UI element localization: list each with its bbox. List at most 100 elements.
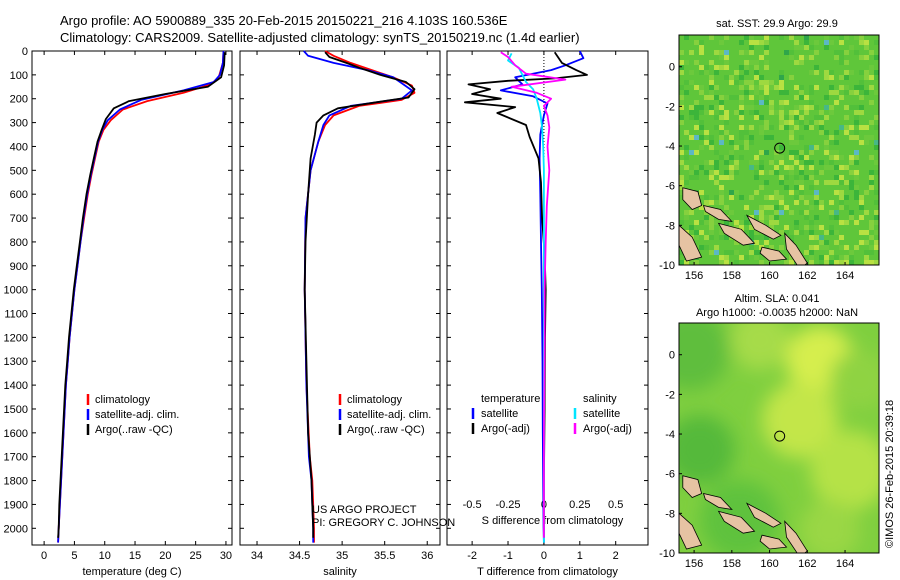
sst-map-cell bbox=[869, 65, 874, 70]
temperature-x-tick-label: 0 bbox=[41, 550, 47, 562]
sst-map-cell bbox=[714, 95, 719, 100]
sst-map-cell bbox=[684, 90, 689, 95]
sst-map-cell bbox=[829, 40, 834, 45]
sst-map-cell bbox=[709, 175, 714, 180]
sst-map-cell bbox=[774, 170, 779, 175]
sst-map-cell bbox=[824, 180, 829, 185]
sst-map-cell bbox=[874, 220, 879, 225]
sst-map-cell bbox=[714, 165, 719, 170]
sst-map-cell bbox=[734, 250, 739, 255]
sst-map-cell bbox=[759, 115, 764, 120]
salinity-legend-label: climatology bbox=[347, 394, 403, 406]
sst-map-cell bbox=[739, 130, 744, 135]
sst-map-cell bbox=[839, 235, 844, 240]
sst-map-cell bbox=[724, 235, 729, 240]
salinity-x-tick-label: 36 bbox=[421, 550, 433, 562]
sst-map-cell bbox=[694, 220, 699, 225]
sst-map-cell bbox=[844, 180, 849, 185]
sst-map-cell bbox=[794, 110, 799, 115]
sst-map-lon-label: 160 bbox=[760, 270, 778, 282]
sst-map-cell bbox=[724, 250, 729, 255]
sst-map-cell bbox=[854, 110, 859, 115]
sst-map-cell bbox=[714, 85, 719, 90]
sst-map-cell bbox=[689, 150, 694, 155]
sst-map-cell bbox=[779, 230, 784, 235]
sst-map-cell bbox=[809, 55, 814, 60]
sst-map-cell bbox=[709, 145, 714, 150]
sst-map-cell bbox=[774, 155, 779, 160]
sst-map-cell bbox=[719, 115, 724, 120]
sst-map-cell bbox=[694, 105, 699, 110]
sst-map-cell bbox=[679, 95, 684, 100]
difference-series-3 bbox=[500, 51, 567, 538]
sst-map-cell bbox=[749, 40, 754, 45]
sst-map-cell bbox=[719, 230, 724, 235]
sst-map-cell bbox=[744, 230, 749, 235]
sst-map-cell bbox=[764, 40, 769, 45]
sst-map-cell bbox=[829, 260, 834, 265]
sst-map-cell bbox=[779, 175, 784, 180]
sst-map-cell bbox=[849, 125, 854, 130]
sst-map-cell bbox=[754, 235, 759, 240]
depth-tick-label: 0 bbox=[22, 46, 28, 58]
sst-map-cell bbox=[844, 90, 849, 95]
sst-map-cell bbox=[809, 105, 814, 110]
sst-map-cell bbox=[824, 115, 829, 120]
sst-map-cell bbox=[744, 140, 749, 145]
sst-map-cell bbox=[864, 210, 869, 215]
sst-map-cell bbox=[804, 95, 809, 100]
sst-map-cell bbox=[729, 135, 734, 140]
sla-map-land bbox=[682, 475, 703, 498]
sla-map-blob bbox=[800, 500, 860, 553]
sst-map-cell bbox=[784, 50, 789, 55]
sst-map-cell bbox=[794, 195, 799, 200]
sla-map-blob bbox=[730, 323, 790, 370]
sst-map-cell bbox=[859, 80, 864, 85]
sst-map-cell bbox=[704, 195, 709, 200]
sst-map-cell bbox=[719, 140, 724, 145]
sst-map-cell bbox=[689, 105, 694, 110]
sla-map-panel: 156 158 160 162 164 0 -2 -4 -6 -8 -10 bbox=[659, 322, 880, 570]
sst-map-cell bbox=[689, 110, 694, 115]
sst-map-cell bbox=[754, 65, 759, 70]
sst-map-cell bbox=[819, 255, 824, 260]
sst-map-cell bbox=[694, 60, 699, 65]
sst-map-cell bbox=[679, 105, 684, 110]
sst-map-cell bbox=[794, 185, 799, 190]
sst-map-cell bbox=[759, 40, 764, 45]
sst-map-cell bbox=[779, 115, 784, 120]
salinity-series-2 bbox=[303, 51, 416, 538]
sst-map-cell bbox=[809, 90, 814, 95]
sst-map-cell bbox=[679, 250, 684, 255]
sst-map-cell bbox=[764, 120, 769, 125]
sla-map-blob bbox=[679, 323, 730, 390]
sst-map-cell bbox=[849, 185, 854, 190]
sst-map-cell bbox=[749, 45, 754, 50]
sst-map-cell bbox=[834, 130, 839, 135]
sst-map-cell bbox=[874, 70, 879, 75]
sst-map-cell bbox=[844, 260, 849, 265]
diff-legend-label: satellite bbox=[481, 408, 518, 420]
sst-map-cell bbox=[729, 80, 734, 85]
sst-map-cell bbox=[754, 70, 759, 75]
temperature-x-tick-label: 30 bbox=[220, 550, 232, 562]
depth-tick-label: 1300 bbox=[4, 356, 28, 368]
sst-map-cell bbox=[719, 235, 724, 240]
sal-diff-tick-label: -0.25 bbox=[495, 499, 520, 511]
sst-map-cell bbox=[694, 235, 699, 240]
sst-map-cell bbox=[854, 160, 859, 165]
sst-map-cell bbox=[864, 260, 869, 265]
sst-map-cell bbox=[789, 260, 794, 265]
sst-map-cell bbox=[719, 130, 724, 135]
sst-map-cell bbox=[704, 65, 709, 70]
sst-map-cell bbox=[874, 90, 879, 95]
sst-map-cell bbox=[864, 125, 869, 130]
sst-map-cell bbox=[799, 85, 804, 90]
sst-map-cell bbox=[809, 195, 814, 200]
sst-map-cell bbox=[869, 170, 874, 175]
sst-map-cell bbox=[729, 155, 734, 160]
sst-map-cell bbox=[864, 135, 869, 140]
diff-legend-header: temperature bbox=[481, 393, 540, 405]
sst-map-cell bbox=[679, 260, 684, 265]
sst-map-cell bbox=[794, 180, 799, 185]
